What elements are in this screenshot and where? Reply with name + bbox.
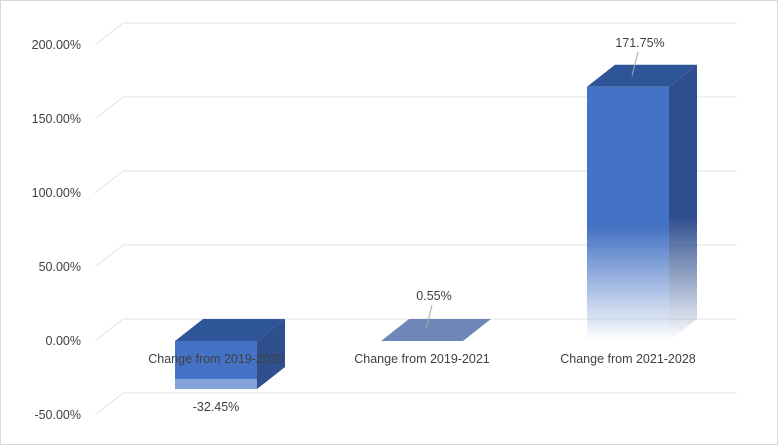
data-label-leader <box>425 305 433 330</box>
bar-front-face <box>587 86 669 341</box>
bar <box>587 64 697 341</box>
gridline <box>94 392 737 416</box>
gridline <box>94 22 737 46</box>
data-label: 171.75% <box>615 36 664 50</box>
bar-side-face <box>669 64 697 341</box>
y-tick-label: 50.00% <box>39 260 81 274</box>
gridline <box>94 318 737 342</box>
bar <box>381 319 491 341</box>
bar-shade <box>175 379 257 390</box>
x-tick-label: Change from 2019-2020 <box>148 352 284 366</box>
y-tick-label: 150.00% <box>32 112 81 126</box>
bar-top-face <box>175 319 285 341</box>
gridline <box>94 96 737 120</box>
data-label: 0.55% <box>416 289 451 303</box>
x-tick-label: Change from 2021-2028 <box>560 352 696 366</box>
bar-front-face <box>175 341 257 390</box>
y-tick-label: 0.00% <box>46 334 81 348</box>
bar-top-face <box>587 64 697 87</box>
y-tick-label: 100.00% <box>32 186 81 200</box>
y-tick-label: -50.00% <box>34 408 81 422</box>
data-label: -32.45% <box>193 400 240 414</box>
bar-top-face <box>381 319 491 341</box>
bar-side-face <box>257 319 285 390</box>
y-tick-label: 200.00% <box>32 38 81 52</box>
x-tick-label: Change from 2019-2021 <box>354 352 490 366</box>
gridline <box>94 170 737 194</box>
bar <box>175 319 285 390</box>
data-label-leader <box>631 51 639 76</box>
gridline <box>94 244 737 268</box>
